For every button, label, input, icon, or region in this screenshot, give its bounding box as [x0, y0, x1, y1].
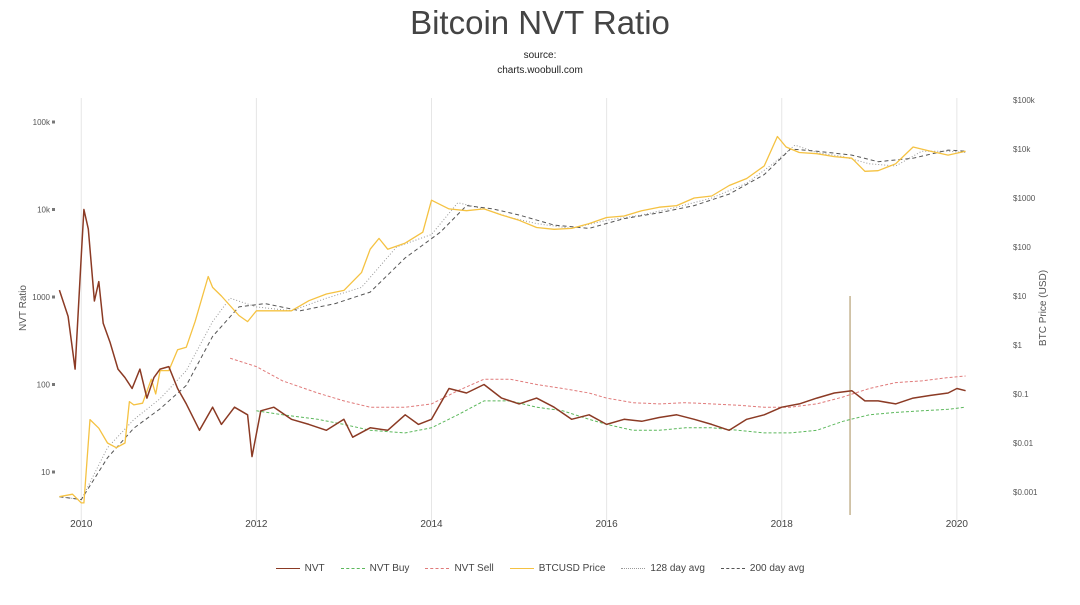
grid-lines [80, 98, 958, 528]
legend-item[interactable]: NVT [275, 563, 325, 574]
left-tick-mark [52, 120, 55, 124]
right-tick-label: $100k [1013, 96, 1036, 105]
legend-item[interactable]: NVT Buy [340, 563, 410, 574]
legend-swatch [720, 568, 745, 569]
left-tick-label: 10 [41, 468, 50, 477]
series-line-nvt-sell [229, 357, 966, 408]
legend-label: 128 day avg [650, 563, 705, 574]
left-tick-mark [52, 470, 55, 474]
legend-label: NVT Buy [369, 563, 410, 574]
right-tick-label: $1 [1013, 341, 1022, 350]
legend-item[interactable]: BTCUSD Price [509, 563, 606, 574]
x-tick-label: 2012 [245, 519, 268, 530]
series-line-nvt [58, 208, 966, 458]
legend-label: 200 day avg [749, 563, 805, 574]
legend-item[interactable]: 128 day avg [621, 563, 705, 574]
legend-swatch [621, 568, 646, 569]
x-tick-label: 2016 [596, 519, 619, 530]
x-tick-label: 2018 [771, 519, 794, 530]
source-url: charts.woobull.com [497, 65, 583, 76]
right-tick-label: $10k [1013, 145, 1031, 154]
chart-marks [58, 135, 966, 515]
source-label: source: [523, 50, 557, 61]
x-tick-label: 2014 [420, 519, 443, 530]
chart-svg: 2010 2012 2014 2016 2018 2020 10 100 1000 10k 100k… [18, 96, 1049, 530]
legend-label: NVT Sell [454, 563, 494, 574]
legend-item[interactable]: NVT Sell [425, 563, 494, 574]
right-tick-label: $10 [1013, 292, 1027, 301]
left-tick-mark [52, 208, 55, 211]
series-line-btcusd-price [59, 135, 966, 504]
legend-swatch [425, 568, 450, 569]
left-tick-label: 10k [37, 206, 51, 215]
right-tick-label: $0.001 [1013, 488, 1038, 497]
x-tick-label: 2010 [70, 519, 93, 530]
legend-swatch [509, 568, 534, 569]
right-tick-label: $1000 [1013, 194, 1036, 203]
legend: NVT NVT Buy NVT Sell BTCUSD Price 128 day av… [0, 563, 1080, 574]
left-tick-label: 1000 [32, 293, 50, 302]
left-tick-label: 100 [37, 381, 51, 390]
x-tick-label: 2020 [946, 519, 969, 530]
legend-swatch [275, 568, 300, 569]
legend-label: NVT [304, 563, 325, 574]
right-tick-label: $0.01 [1013, 439, 1034, 448]
left-tick-mark [52, 383, 55, 386]
left-tick-label: 100k [33, 118, 51, 127]
right-tick-label: $100 [1013, 243, 1031, 252]
legend-swatch [340, 568, 365, 569]
left-axis-label: NVT Ratio [18, 285, 29, 331]
chart-axes: 2010 2012 2014 2016 2018 2020 10 100 1000 10k 100k… [32, 96, 1038, 530]
right-tick-label: $0.1 [1013, 390, 1029, 399]
series-line-nvt-buy [256, 400, 966, 434]
legend-label: BTCUSD Price [538, 563, 606, 574]
chart-title: Bitcoin NVT Ratio [410, 4, 670, 41]
right-axis-label: BTC Price (USD) [1038, 270, 1049, 346]
legend-item[interactable]: 200 day avg [720, 563, 805, 574]
series-line-200-day-avg [59, 148, 966, 501]
left-tick-mark [52, 295, 55, 299]
